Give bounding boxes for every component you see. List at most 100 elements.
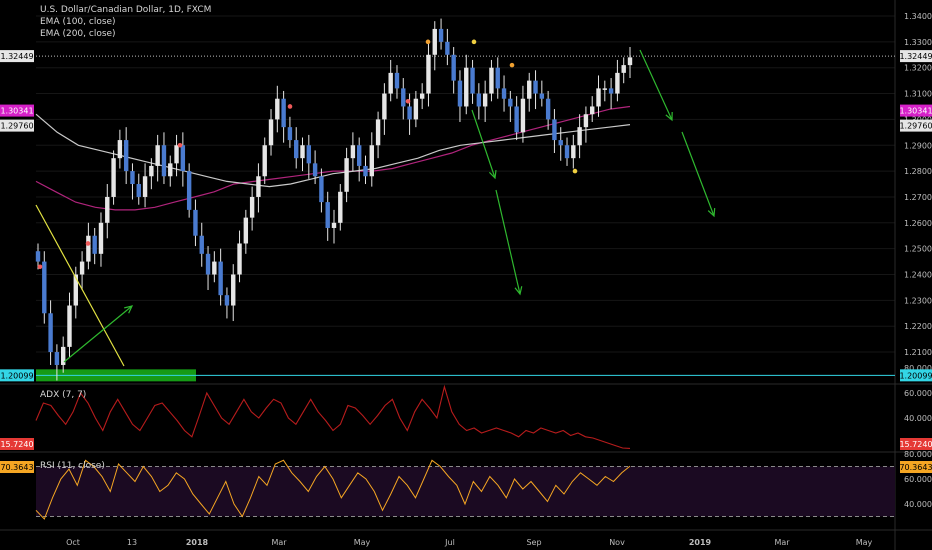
candle-body xyxy=(105,196,110,223)
support-tag-right: 1.20099 xyxy=(899,371,932,380)
signal-dot xyxy=(287,104,293,109)
rsi-tag-right-bg xyxy=(900,461,932,473)
candle-body xyxy=(186,171,192,210)
candle-body xyxy=(457,80,463,107)
candle-body xyxy=(130,171,135,185)
price-tick-label: 1.26000 xyxy=(904,219,932,228)
candle-body xyxy=(306,145,312,164)
candle-body xyxy=(602,88,608,90)
price-tags: 1.32449 1.32449 1.30341 1.30341 1.29760 1.297… xyxy=(0,50,932,473)
candle-body xyxy=(123,140,129,172)
candle-body xyxy=(464,67,469,107)
candle-body xyxy=(212,261,217,275)
price-tick-label: 1.27000 xyxy=(904,193,932,202)
candle-body xyxy=(60,346,66,365)
candle-body xyxy=(237,243,242,275)
candle-body xyxy=(470,67,475,94)
time-tick-label: Mar xyxy=(271,538,287,547)
rsi-tag-left: 70.3643 xyxy=(0,463,33,472)
support-tag-left-bg xyxy=(0,369,34,382)
candle-body xyxy=(300,145,305,159)
price-tick-label: 1.22000 xyxy=(904,322,932,331)
arrow-down-1 xyxy=(471,109,496,179)
candle-body xyxy=(419,93,425,99)
support-zone xyxy=(36,55,895,382)
rsi-tick-label: 60.0000 xyxy=(904,475,932,484)
candle-body xyxy=(495,67,500,89)
candle-body xyxy=(438,28,444,42)
last-tag-right-bg xyxy=(900,50,932,63)
adx-tick-label: 80.0000 xyxy=(904,364,932,373)
candle-body xyxy=(54,352,60,365)
rsi-tick-label: 80.0000 xyxy=(904,450,932,459)
candle-body xyxy=(262,145,267,177)
signal-dot xyxy=(85,241,91,246)
time-tick-label: May xyxy=(856,538,873,547)
candle-body xyxy=(432,28,437,55)
candle-body xyxy=(344,158,349,192)
adx-tag-right: 15.7240 xyxy=(899,440,932,449)
candle-body xyxy=(608,88,614,94)
adx-panel xyxy=(35,384,631,449)
ema100-line xyxy=(35,105,631,211)
candle-body xyxy=(287,127,293,141)
arrow-down-3 xyxy=(639,49,673,121)
signal-dot xyxy=(572,168,578,174)
candle-body xyxy=(281,98,286,128)
arrow-down-4-head xyxy=(707,207,716,218)
candle-body xyxy=(312,163,318,177)
price-tick-label: 1.29000 xyxy=(904,141,932,150)
candle-body xyxy=(224,295,230,306)
last-tag-left-bg xyxy=(0,50,34,63)
candle-body xyxy=(35,251,41,262)
candle-body xyxy=(350,145,356,159)
time-tick-label: May xyxy=(354,538,371,547)
time-tick-label: Oct xyxy=(66,538,80,547)
signal-dot xyxy=(177,142,183,148)
candle-body xyxy=(363,165,368,177)
price-tick-label: 1.32000 xyxy=(904,64,932,73)
candle-body xyxy=(482,93,488,107)
candle-body xyxy=(489,67,494,94)
candle-body xyxy=(338,191,343,223)
drawings xyxy=(35,49,716,367)
candle-body xyxy=(401,88,406,107)
time-tick-label: Nov xyxy=(609,538,625,547)
time-tick-label: Sep xyxy=(526,538,541,547)
candle-body xyxy=(67,305,72,347)
rsi-tag-right: 70.3643 xyxy=(899,463,932,472)
candle-body xyxy=(394,72,400,89)
candle-body xyxy=(426,54,431,94)
adx-tick-label: 60.0000 xyxy=(904,389,932,398)
candle-body xyxy=(413,98,419,120)
signal-dot xyxy=(37,264,43,270)
price-tick-label: 1.28000 xyxy=(904,167,932,176)
ema100-tag-right-bg xyxy=(900,104,932,117)
arrow-down-1-head xyxy=(488,169,497,180)
ema100-tag-right: 1.30341 xyxy=(899,107,932,116)
support-tag-left: 1.20099 xyxy=(0,371,33,380)
candle-body xyxy=(218,261,223,296)
signal-dot xyxy=(405,99,411,104)
arrow-up xyxy=(63,305,133,363)
candle-body xyxy=(445,41,450,55)
candle-body xyxy=(621,65,626,73)
candle-body xyxy=(545,98,551,120)
candle-body xyxy=(514,106,519,133)
candle-body xyxy=(86,235,91,262)
price-axis: 1.340001.330001.320001.310001.300001.290… xyxy=(904,12,932,509)
candle-body xyxy=(117,140,123,159)
candle-body xyxy=(539,93,545,99)
time-tick-label: 2018 xyxy=(186,538,209,547)
price-tick-label: 1.23000 xyxy=(904,296,932,305)
chart-title: U.S. Dollar/Canadian Dollar, 1D, FXCM xyxy=(40,5,212,15)
price-tick-label: 1.24000 xyxy=(904,271,932,280)
adx-tag-left-bg xyxy=(0,438,34,450)
rsi-band xyxy=(36,466,895,517)
rsi-legend: RSI (11, close) xyxy=(40,461,105,471)
candle-body xyxy=(407,106,412,120)
arrow-down-4 xyxy=(681,131,715,217)
candle-body xyxy=(369,145,374,177)
candle-body xyxy=(331,222,337,228)
